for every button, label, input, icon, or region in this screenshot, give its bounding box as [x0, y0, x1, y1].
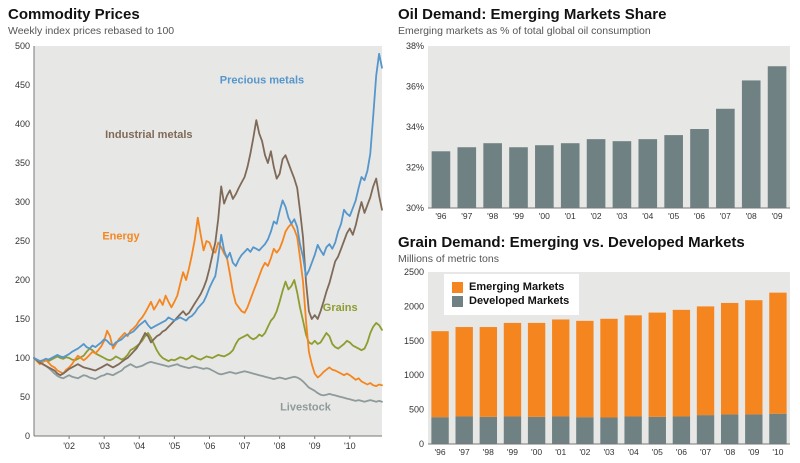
svg-text:400: 400: [15, 119, 30, 129]
svg-text:'04: '04: [628, 447, 639, 457]
svg-text:'05: '05: [169, 441, 181, 451]
svg-text:Grains: Grains: [323, 302, 358, 314]
svg-text:'06: '06: [204, 441, 216, 451]
svg-text:100: 100: [15, 353, 30, 363]
oil-subtitle: Emerging markets as % of total global oi…: [398, 25, 651, 37]
svg-text:2000: 2000: [404, 301, 424, 311]
oil-title: Oil Demand: Emerging Markets Share: [398, 6, 667, 23]
svg-text:32%: 32%: [406, 163, 424, 173]
svg-text:300: 300: [15, 197, 30, 207]
svg-text:'03: '03: [603, 447, 614, 457]
commodity-prices-panel: Commodity Prices Weekly index prices reb…: [0, 0, 392, 463]
svg-text:0: 0: [419, 439, 424, 449]
emerging-markets-swatch: [452, 281, 463, 293]
oil-demand-panel: Oil Demand: Emerging Markets Share Emerg…: [398, 0, 800, 230]
commodity-title: Commodity Prices: [8, 6, 140, 23]
svg-text:'07: '07: [700, 447, 711, 457]
svg-text:'02: '02: [579, 447, 590, 457]
svg-text:Livestock: Livestock: [280, 401, 332, 413]
svg-text:'96: '96: [435, 211, 446, 221]
svg-text:200: 200: [15, 275, 30, 285]
svg-text:'04: '04: [133, 441, 145, 451]
svg-text:'09: '09: [772, 211, 783, 221]
svg-text:500: 500: [15, 41, 30, 51]
svg-text:2500: 2500: [404, 267, 424, 277]
svg-text:'02: '02: [63, 441, 75, 451]
svg-text:Industrial metals: Industrial metals: [105, 129, 192, 141]
svg-text:'01: '01: [565, 211, 576, 221]
svg-text:'97: '97: [461, 211, 472, 221]
svg-text:'07: '07: [720, 211, 731, 221]
svg-text:'04: '04: [642, 211, 653, 221]
svg-text:'08: '08: [724, 447, 735, 457]
legend-item-emerging: Emerging Markets: [452, 281, 569, 293]
grain-legend: Emerging Markets Developed Markets: [444, 274, 580, 315]
grain-subtitle: Millions of metric tons: [398, 253, 499, 265]
legend-item-developed: Developed Markets: [452, 295, 569, 307]
svg-text:150: 150: [15, 314, 30, 324]
svg-text:'09: '09: [309, 441, 321, 451]
svg-text:250: 250: [15, 236, 30, 246]
svg-text:'08: '08: [274, 441, 286, 451]
svg-text:50: 50: [20, 392, 30, 402]
svg-text:500: 500: [409, 405, 424, 415]
grain-demand-panel: Grain Demand: Emerging vs. Developed Mar…: [398, 230, 800, 463]
svg-text:'96: '96: [435, 447, 446, 457]
svg-text:1000: 1000: [404, 370, 424, 380]
svg-text:1500: 1500: [404, 336, 424, 346]
svg-text:'99: '99: [507, 447, 518, 457]
svg-text:'98: '98: [487, 211, 498, 221]
svg-text:'07: '07: [239, 441, 251, 451]
svg-text:350: 350: [15, 158, 30, 168]
svg-text:'00: '00: [531, 447, 542, 457]
svg-text:0: 0: [25, 431, 30, 441]
svg-text:'05: '05: [668, 211, 679, 221]
svg-text:'03: '03: [98, 441, 110, 451]
svg-text:'09: '09: [748, 447, 759, 457]
right-column: Oil Demand: Emerging Markets Share Emerg…: [392, 0, 800, 463]
oil-demand-bar-chart: 30% 32% 34% 36% 38% '96 '97 '98 '99 '00 '01 '02 '03 '…: [406, 41, 790, 221]
emerging-markets-label: Emerging Markets: [469, 281, 565, 293]
svg-text:'98: '98: [483, 447, 494, 457]
svg-text:38%: 38%: [406, 41, 424, 51]
svg-text:30%: 30%: [406, 203, 424, 213]
svg-text:'01: '01: [555, 447, 566, 457]
svg-text:'06: '06: [676, 447, 687, 457]
svg-text:'08: '08: [746, 211, 757, 221]
commodity-line-chart: 0 50 100 150 200 250 300 350 400 450 500 '02 '03 '04 '…: [15, 41, 383, 451]
svg-text:Precious metals: Precious metals: [220, 74, 304, 86]
svg-text:450: 450: [15, 80, 30, 90]
svg-text:'05: '05: [652, 447, 663, 457]
svg-text:'97: '97: [459, 447, 470, 457]
svg-text:'99: '99: [513, 211, 524, 221]
svg-text:Energy: Energy: [102, 230, 140, 242]
developed-markets-swatch: [452, 295, 463, 307]
commodity-subtitle: Weekly index prices rebased to 100: [8, 25, 175, 37]
svg-text:'10: '10: [772, 447, 783, 457]
svg-text:34%: 34%: [406, 122, 424, 132]
svg-text:'06: '06: [694, 211, 705, 221]
svg-text:'02: '02: [591, 211, 602, 221]
developed-markets-label: Developed Markets: [469, 295, 570, 307]
grain-title: Grain Demand: Emerging vs. Developed Mar…: [398, 234, 745, 251]
svg-text:'00: '00: [539, 211, 550, 221]
svg-text:36%: 36%: [406, 82, 424, 92]
svg-text:'10: '10: [344, 441, 356, 451]
svg-text:'03: '03: [616, 211, 627, 221]
grain-demand-stacked-bar-chart: 0 500 1000 1500 2000 2500 '96 '97 '98 '99 '00 '01 '0…: [404, 267, 790, 457]
